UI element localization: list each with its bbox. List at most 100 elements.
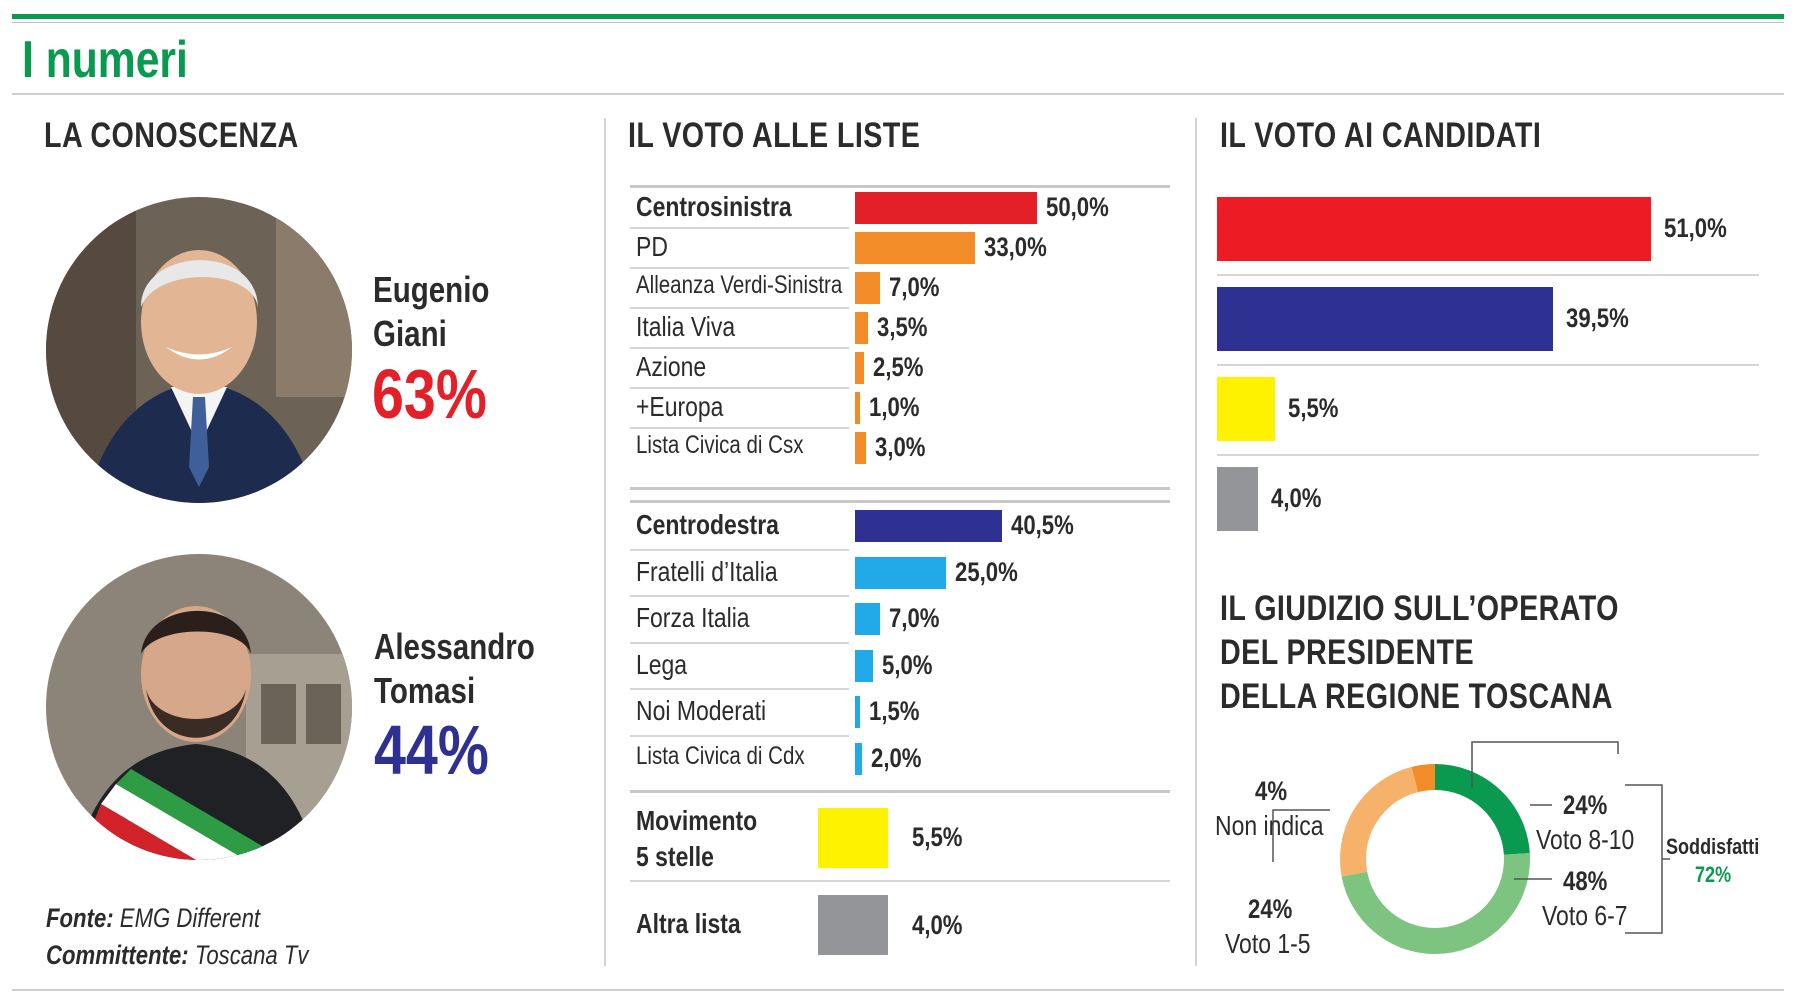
voto810-pct: 24%	[1563, 790, 1608, 820]
list-value: 7,0%	[889, 603, 940, 634]
list-bar	[855, 352, 865, 384]
tomasi-name: Alessandro Tomasi	[374, 625, 535, 713]
list-value: 7,0%	[889, 272, 940, 302]
giudizio-title-line-3: DELLA REGIONE TOSCANA	[1220, 677, 1613, 716]
soddisfatti-bracket	[1625, 784, 1663, 934]
list-bar	[855, 432, 866, 464]
row-divider	[630, 641, 849, 644]
nonindica-leader	[1471, 741, 1619, 788]
list-value: 1,0%	[869, 392, 920, 422]
m5s-label-1: Movimento	[636, 805, 758, 836]
fonte-value: EMG Different	[119, 903, 261, 933]
tomasi-last-name: Tomasi	[374, 670, 476, 711]
list-value: 2,0%	[871, 742, 922, 773]
list-bar	[855, 510, 1003, 543]
list-value: 50,0%	[1046, 192, 1109, 222]
voto15-leader	[1272, 809, 1330, 862]
list-value: 1,5%	[869, 696, 920, 727]
candidate-bar	[1217, 197, 1651, 261]
tomasi-photo	[46, 554, 352, 860]
list-bar	[855, 556, 946, 589]
giani-first-name: Eugenio	[373, 269, 490, 310]
list-label: +Europa	[636, 391, 724, 422]
group-divider	[630, 487, 1170, 490]
candidate-value: 51,0%	[1663, 213, 1727, 243]
row-divider	[630, 347, 849, 349]
fonte-label: Fonte:	[46, 903, 114, 933]
giani-photo	[46, 197, 352, 503]
column-divider-1	[604, 118, 606, 966]
top-rule	[12, 14, 1784, 19]
list-label: Lista Civica di Csx	[636, 431, 804, 459]
nonindica-text: Non indica	[1215, 810, 1324, 841]
list-label: Alleanza Verdi-Sinistra	[636, 271, 843, 299]
list-value: 40,5%	[1011, 510, 1075, 541]
candidate-bar	[1217, 287, 1553, 351]
candidate-value: 39,5%	[1565, 303, 1629, 333]
candidate-bar	[1217, 467, 1258, 531]
list-label: Lega	[636, 648, 688, 680]
group-divider	[630, 790, 1170, 793]
column-divider-2	[1195, 118, 1197, 966]
fonte: Fonte: EMG Different	[46, 903, 260, 934]
top-rule-thin	[12, 22, 1784, 23]
committente: Committente: Toscana Tv	[46, 940, 308, 971]
list-bar	[855, 742, 863, 775]
list-label: Centrodestra	[636, 509, 779, 541]
donut-slice-non-indica	[1340, 764, 1530, 954]
list-bar	[855, 392, 860, 424]
list-value: 5,0%	[882, 649, 933, 680]
list-bar	[855, 192, 1037, 224]
row-divider	[630, 267, 849, 269]
giani-last-name: Giani	[373, 313, 447, 354]
list-label: Fratelli d’Italia	[636, 555, 778, 587]
committente-label: Committente:	[46, 940, 189, 970]
list-bar	[855, 312, 868, 344]
row-divider	[630, 227, 849, 229]
list-label: Italia Viva	[636, 311, 736, 342]
m5s-value: 5,5%	[912, 822, 963, 852]
list-bar	[855, 696, 861, 729]
list-value: 3,5%	[876, 312, 928, 342]
donut-slices	[1340, 764, 1530, 954]
conoscenza-title: LA CONOSCENZA	[44, 116, 299, 155]
donut-slice-voto-6-7	[1340, 764, 1530, 954]
liste-title: IL VOTO ALLE LISTE	[628, 116, 921, 155]
candidate-value: 4,0%	[1271, 483, 1322, 513]
row-divider	[630, 307, 849, 309]
giani-pct: 63%	[372, 355, 487, 433]
group-divider	[630, 500, 1170, 503]
list-bar	[855, 603, 881, 636]
candidate-value: 5,5%	[1288, 393, 1339, 423]
altra-lista-value: 4,0%	[912, 910, 963, 940]
m5s-label-2: 5 stelle	[636, 841, 714, 872]
list-label: Forza Italia	[636, 602, 750, 634]
candidati-title: IL VOTO AI CANDIDATI	[1220, 116, 1542, 155]
list-label: PD	[636, 231, 668, 262]
list-value: 3,0%	[874, 432, 926, 462]
list-label: Noi Moderati	[636, 695, 767, 727]
portrait-icon	[46, 197, 352, 503]
title-divider	[12, 93, 1784, 95]
portrait-icon	[46, 554, 352, 860]
row-divider	[630, 548, 849, 551]
list-value: 33,0%	[984, 232, 1047, 262]
voto67-text: Voto 6-7	[1542, 900, 1628, 931]
row-divider	[630, 734, 849, 737]
giudizio-donut-chart	[1272, 741, 1670, 954]
donut-slice-voto-1-5	[1340, 764, 1530, 954]
page-title: I numeri	[22, 31, 188, 89]
row-divider	[630, 427, 849, 429]
giudizio-title-line-1: IL GIUDIZIO SULL’OPERATO	[1220, 589, 1619, 628]
committente-value: Toscana Tv	[194, 940, 309, 970]
candidate-bar	[1217, 377, 1275, 441]
row-divider	[630, 880, 1170, 882]
row-divider	[630, 387, 849, 389]
list-bar	[855, 272, 881, 304]
list-bar	[855, 232, 976, 264]
voto15-text: Voto 1-5	[1225, 928, 1311, 959]
tomasi-first-name: Alessandro	[374, 626, 535, 667]
list-value: 2,5%	[873, 352, 924, 382]
bottom-rule	[12, 989, 1784, 991]
row-divider	[1217, 454, 1759, 456]
